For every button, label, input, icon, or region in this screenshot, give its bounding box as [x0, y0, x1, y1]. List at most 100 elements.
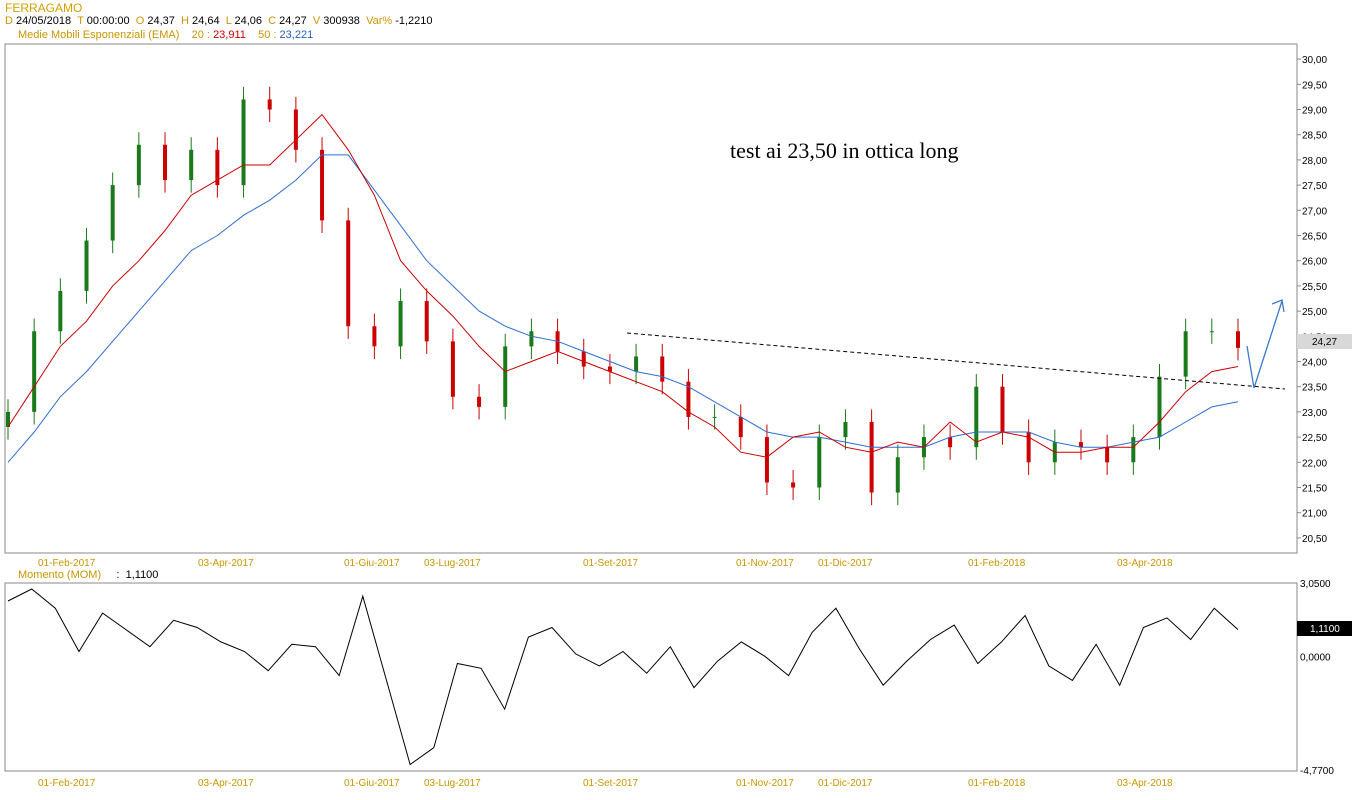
candle [791, 469, 796, 501]
candle [241, 86, 246, 198]
x-tick-label: 01-Feb-2018 [968, 558, 1026, 569]
y-tick-label: 29,00 [1302, 106, 1327, 117]
x-tick-label: 01-Nov-2017 [736, 558, 794, 569]
candle [660, 343, 665, 395]
candle [1236, 318, 1240, 361]
y-tick-label: 20,50 [1302, 534, 1327, 545]
low-value: 24,06 [234, 15, 263, 27]
y-tick-label: 29,50 [1302, 80, 1327, 91]
candle [477, 384, 482, 420]
mom-x-tick-label: 01-Dic-2017 [818, 778, 873, 789]
chart-annotation: test ai 23,50 in ottica long [730, 138, 959, 163]
close-value: 24,27 [279, 15, 307, 27]
candle [686, 369, 691, 430]
candle [1209, 318, 1214, 344]
mom-x-tick-label: 01-Feb-2018 [968, 778, 1026, 789]
price-panel-frame [4, 43, 1298, 554]
ema-title: Medie Mobili Esponenziali (EMA) [18, 29, 180, 41]
candle [1131, 424, 1136, 475]
y-tick-label: 30,00 [1302, 55, 1327, 66]
candle [267, 86, 272, 123]
time-value: 00:00:00 [86, 15, 130, 27]
resistance-trendline [626, 332, 1286, 390]
candle [974, 374, 979, 460]
y-tick-label: 22,00 [1302, 458, 1327, 469]
y-tick-label: 27,00 [1302, 206, 1327, 217]
candle [189, 137, 194, 193]
y-tick-label: 21,50 [1302, 483, 1327, 494]
momentum-panel-frame [4, 582, 1298, 772]
mom-x-tick-label: 03-Apr-2018 [1117, 778, 1173, 789]
candle [450, 328, 455, 410]
candle [529, 318, 534, 359]
volume-value: 300938 [323, 15, 360, 27]
candle [1078, 429, 1083, 460]
momentum-value: 1,1100 [125, 569, 159, 581]
y-tick-label: 28,00 [1302, 156, 1327, 167]
y-tick-label: 26,50 [1302, 232, 1327, 243]
candle [136, 132, 141, 198]
y-tick-label: 23,50 [1302, 383, 1327, 394]
mom-x-tick-label: 01-Giu-2017 [344, 778, 400, 789]
candle [895, 444, 900, 506]
ema20-value: 23,911 [213, 29, 246, 41]
mom-x-tick-label: 01-Nov-2017 [736, 778, 794, 789]
x-tick-label: 03-Lug-2017 [424, 558, 481, 569]
candle [293, 96, 298, 163]
mom-tick-label: -4,7700 [1300, 766, 1334, 777]
candle [84, 227, 89, 304]
y-tick-label: 23,00 [1302, 408, 1327, 419]
candle [1000, 374, 1005, 445]
last-momentum-box [1297, 621, 1352, 636]
candle [843, 409, 848, 450]
candle [634, 343, 639, 385]
candle [817, 424, 822, 501]
candle [869, 409, 874, 506]
y-tick-label: 25,50 [1302, 282, 1327, 293]
last-price-label: 24,27 [1312, 337, 1337, 348]
last-price-box [1297, 334, 1352, 349]
x-tick-label: 03-Apr-2017 [198, 558, 254, 569]
last-momentum-label: 1,1100 [1310, 624, 1340, 635]
x-tick-label: 01-Feb-2017 [38, 558, 96, 569]
y-tick-label: 22,50 [1302, 433, 1327, 444]
candle [712, 404, 717, 430]
projection-arrow [1246, 300, 1283, 389]
candle [398, 288, 403, 359]
candle [424, 288, 429, 354]
candle [738, 404, 743, 450]
y-tick-label: 24,00 [1302, 357, 1327, 368]
momentum-line [7, 588, 1239, 766]
y-tick-label: 27,50 [1302, 181, 1327, 192]
mom-tick-label: 0,0000 [1300, 652, 1331, 663]
x-tick-label: 03-Apr-2018 [1117, 558, 1173, 569]
ema20-line [7, 113, 1239, 458]
ema50-line [7, 154, 1239, 463]
candle [215, 137, 220, 198]
candle [607, 353, 612, 385]
candle [372, 313, 377, 359]
ema-legend: Medie Mobili Esponenziali (EMA) 20 : 23,… [18, 29, 314, 41]
mom-tick-label: 3,0500 [1300, 579, 1331, 590]
x-tick-label: 01-Giu-2017 [344, 558, 400, 569]
mom-x-tick-label: 01-Set-2017 [583, 778, 638, 789]
symbol-title: FERRAGAMO [5, 1, 83, 15]
candle [32, 318, 37, 425]
ema50-value: 23,221 [279, 29, 314, 41]
candle [110, 172, 115, 254]
candle [163, 132, 168, 193]
ohlc-readout: D 24/05/2018 T 00:00:00 O 24,37 H 24,64 … [5, 15, 433, 27]
candle [320, 137, 325, 233]
open-value: 24,37 [147, 15, 175, 27]
x-tick-label: 01-Dic-2017 [818, 558, 873, 569]
candle [58, 278, 63, 344]
y-tick-label: 25,00 [1302, 307, 1327, 318]
candle [503, 333, 508, 420]
candle [1183, 318, 1188, 390]
candle [948, 424, 953, 460]
date-value: 24/05/2018 [16, 15, 72, 27]
y-tick-label: 21,00 [1302, 509, 1327, 520]
candle [581, 338, 586, 380]
candle [6, 399, 10, 440]
